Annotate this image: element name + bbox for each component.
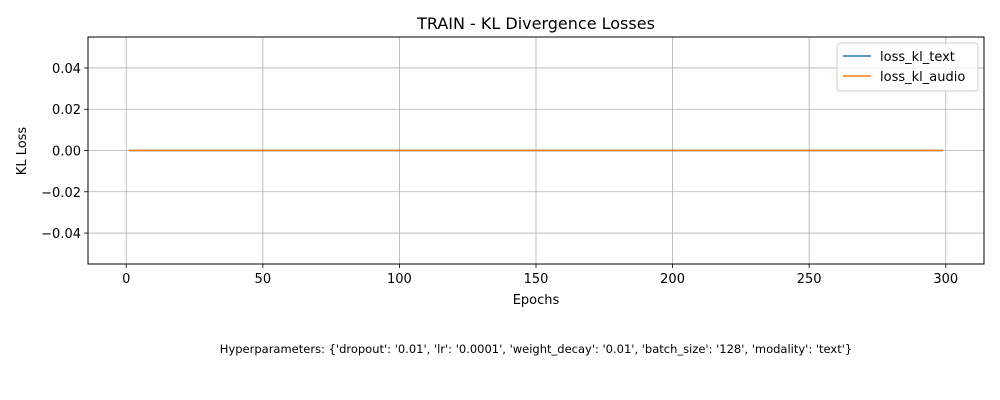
x-tick-label: 0 xyxy=(122,272,130,287)
legend-label-loss-kl-audio: loss_kl_audio xyxy=(880,70,965,85)
y-tick-label: −0.02 xyxy=(41,186,81,201)
x-tick-label: 100 xyxy=(387,272,412,287)
hyperparameters-note: Hyperparameters: {'dropout': '0.01', 'lr… xyxy=(219,342,853,356)
axis-ticks: 0 50 100 150 200 250 300 0.04 0.02 0.00 −0.02 −0.04 xyxy=(41,62,958,287)
legend-box xyxy=(836,42,979,92)
y-axis-label: KL Loss xyxy=(15,127,30,176)
y-tick-label: 0.02 xyxy=(52,103,81,118)
x-tick-label: 150 xyxy=(524,272,549,287)
x-tick-label: 250 xyxy=(797,272,822,287)
y-tick-label: 0.04 xyxy=(52,62,81,77)
legend: loss_kl_text loss_kl_audio xyxy=(836,42,979,92)
x-axis-label: Epochs xyxy=(513,293,560,308)
x-tick-label: 300 xyxy=(933,272,958,287)
x-tick-label: 50 xyxy=(255,272,272,287)
chart-title: TRAIN - KL Divergence Losses xyxy=(416,14,655,33)
x-tick-label: 200 xyxy=(660,272,685,287)
y-tick-label: 0.00 xyxy=(52,145,81,160)
legend-label-loss-kl-text: loss_kl_text xyxy=(880,50,955,65)
y-tick-label: −0.04 xyxy=(41,227,81,242)
